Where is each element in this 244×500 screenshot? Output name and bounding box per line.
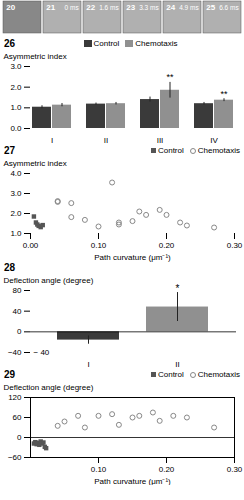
svg-text:20: 20 [6,3,15,12]
svg-text:0.10: 0.10 [91,241,107,250]
svg-text:**: ** [220,89,228,99]
svg-text:Asymmetric index: Asymmetric index [4,159,67,168]
svg-text:4.0: 4.0 [10,169,22,178]
html-text:Chemotaxis: Chemotaxis [197,370,240,379]
svg-text:−60: −60 [8,453,22,462]
svg-text:4.9 ms: 4.9 ms [179,4,199,11]
svg-text:0.20: 0.20 [159,465,175,474]
svg-text:0 ms: 0 ms [65,4,80,11]
html-text:Control: Control [158,146,184,155]
svg-text:Path curvature (μm⁻¹): Path curvature (μm⁻¹) [94,253,171,262]
svg-text:80: 80 [13,286,22,295]
svg-text:3.0: 3.0 [10,189,22,198]
html-text:Control: Control [93,39,120,48]
svg-text:−40: −40 [8,348,22,357]
svg-text:3.0: 3.0 [10,62,22,71]
html-text:Control: Control [158,370,184,379]
svg-text:I: I [51,136,53,145]
svg-text:Deflection angle (degree): Deflection angle (degree) [4,276,94,285]
svg-text:Path curvature (μm⁻¹): Path curvature (μm⁻¹) [94,477,171,486]
svg-text:0.20: 0.20 [159,241,175,250]
svg-text:0.10: 0.10 [91,465,107,474]
svg-text:2.0: 2.0 [10,83,22,92]
svg-text:60: 60 [13,413,22,422]
html-text:Chemotaxis: Chemotaxis [197,146,240,155]
svg-text:− 40: − 40 [34,348,50,357]
svg-text:21: 21 [46,3,55,12]
svg-text:3.3 ms: 3.3 ms [139,4,159,11]
svg-text:1.6 ms: 1.6 ms [99,4,119,11]
html-text:27: 27 [4,145,16,156]
svg-text:**: ** [166,72,174,82]
svg-text:1.0: 1.0 [10,229,22,238]
svg-text:IV: IV [210,136,218,145]
svg-text:1.0: 1.0 [10,103,22,112]
svg-text:II: II [104,136,108,145]
svg-text:I: I [87,360,89,369]
svg-text:2.0: 2.0 [10,209,22,218]
svg-text:6.6 ms: 6.6 ms [219,4,239,11]
svg-text:0: 0 [17,327,22,336]
svg-text:0.30: 0.30 [227,241,243,250]
svg-text:0.30: 0.30 [227,465,243,474]
svg-text:24: 24 [166,3,175,12]
html-text:Chemotaxis: Chemotaxis [135,39,178,48]
svg-text:22: 22 [86,3,95,12]
svg-text:40: 40 [13,307,22,316]
html-text:29: 29 [4,369,16,380]
svg-text:*: * [176,283,180,294]
html-text:28: 28 [4,262,16,273]
svg-text:0: 0 [17,433,22,442]
svg-text:Asymmetric index: Asymmetric index [4,52,67,61]
svg-text:III: III [157,136,164,145]
svg-text:0.0: 0.0 [10,124,22,133]
svg-text:25: 25 [206,3,215,12]
svg-text:120: 120 [8,393,22,402]
svg-text:0.00: 0.00 [23,241,39,250]
svg-text:II: II [175,360,179,369]
svg-text:Deflection angle (degree): Deflection angle (degree) [4,383,94,392]
svg-text:23: 23 [126,3,135,12]
html-text:26: 26 [4,38,16,49]
